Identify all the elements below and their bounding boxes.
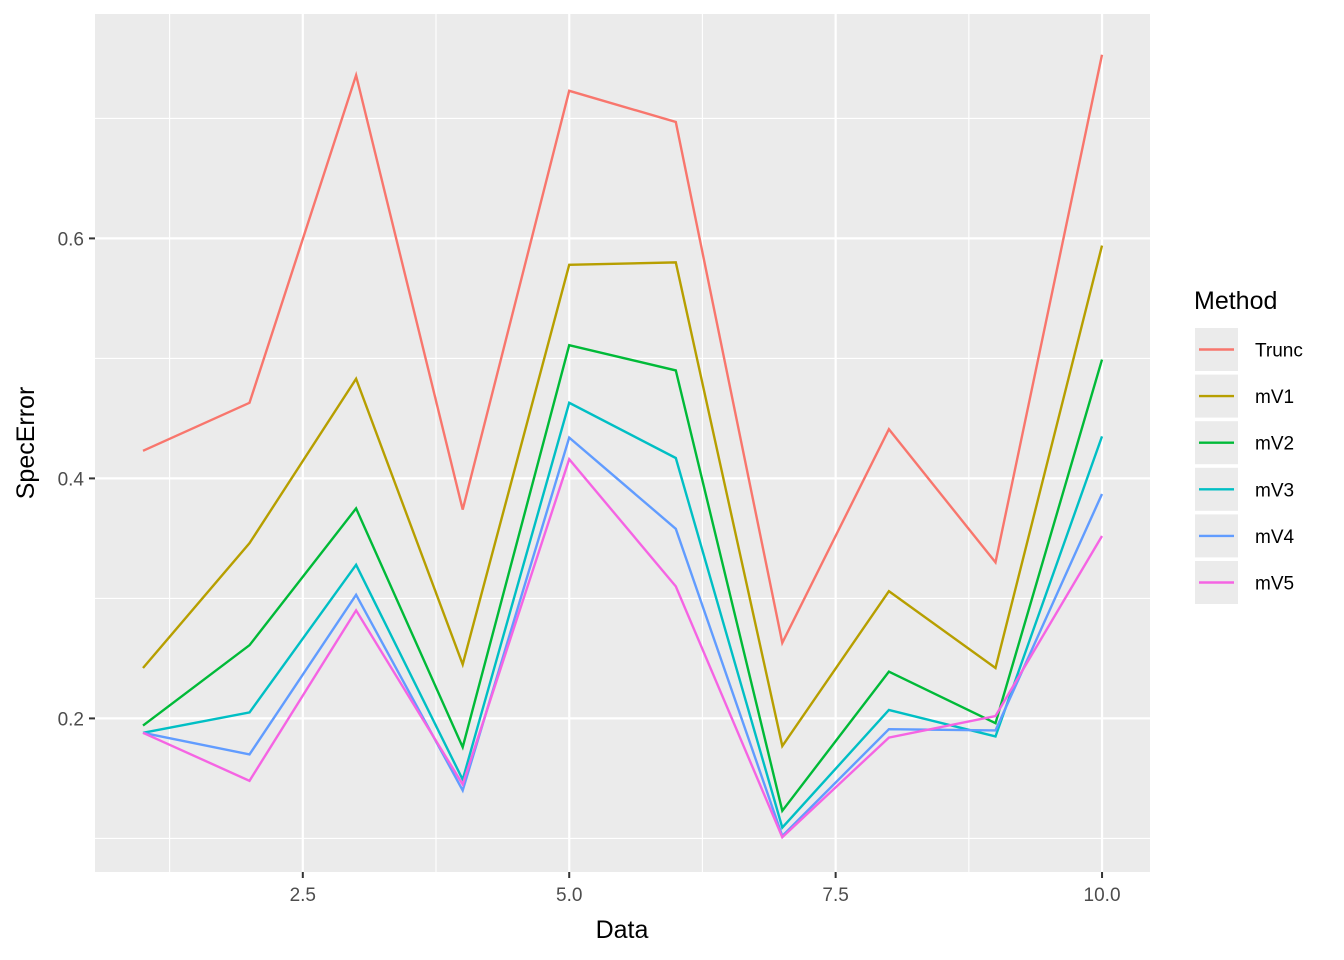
legend-item-mv4: mV4 [1195, 514, 1295, 558]
x-axis-title: Data [596, 916, 649, 944]
x-tick-label: 7.5 [822, 885, 848, 906]
legend: Method Trunc mV1 mV2 mV3 mV4 mV5 [1194, 287, 1303, 604]
series-line-mv1 [142, 245, 1104, 749]
major-gridlines [95, 14, 1150, 872]
legend-title: Method [1194, 287, 1277, 315]
legend-item-mv5: mV5 [1195, 561, 1294, 604]
legend-label: mV1 [1255, 387, 1294, 408]
legend-label: mV5 [1255, 574, 1294, 595]
y-axis: 0.2 0.4 0.6 [58, 229, 95, 730]
series-line-mv4 [142, 435, 1104, 839]
series-line-mv3 [142, 401, 1104, 831]
series-line-mv2 [142, 343, 1104, 814]
x-tick-label: 10.0 [1084, 885, 1121, 906]
y-tick-label: 0.6 [58, 229, 84, 250]
x-axis: 2.5 5.0 7.5 10.0 [290, 872, 1121, 906]
legend-item-mv2: mV2 [1195, 421, 1294, 465]
legend-label: Trunc [1255, 341, 1303, 362]
plot-panel [95, 14, 1150, 872]
x-tick-label: 2.5 [290, 885, 316, 906]
legend-item-mv3: mV3 [1195, 467, 1294, 511]
legend-label: mV4 [1255, 527, 1295, 548]
series-line-mv5 [142, 456, 1104, 840]
legend-item-trunc: Trunc [1195, 328, 1303, 371]
legend-label: mV3 [1255, 480, 1294, 501]
legend-label: mV2 [1255, 434, 1294, 455]
y-tick-label: 0.4 [58, 469, 85, 490]
legend-item-mv1: mV1 [1195, 374, 1294, 418]
x-tick-label: 5.0 [556, 885, 582, 906]
series-line-trunc [142, 54, 1104, 647]
series-lines [142, 54, 1104, 840]
legend-items: Trunc mV1 mV2 mV3 mV4 mV5 [1195, 328, 1303, 604]
y-axis-title: SpecError [12, 387, 40, 500]
y-tick-label: 0.2 [58, 709, 84, 730]
